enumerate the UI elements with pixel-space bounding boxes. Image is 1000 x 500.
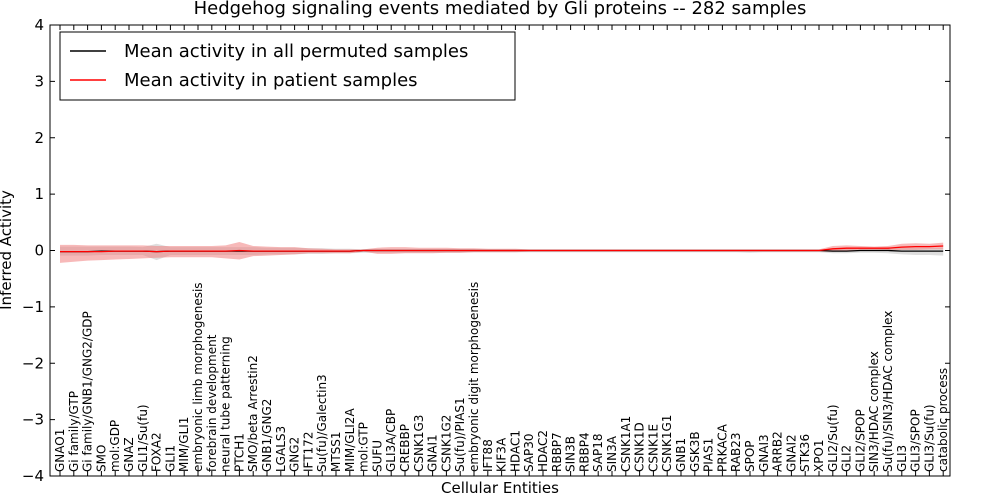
- confidence-bands: [60, 242, 944, 263]
- x-tick-label: SAP18: [591, 433, 605, 472]
- y-tick-label: −4: [22, 467, 44, 485]
- x-tick-label: mol:GDP: [108, 420, 122, 472]
- band-patient: [60, 242, 944, 263]
- x-tick-label: ARRB2: [771, 431, 785, 472]
- x-tick-label: SUFU: [370, 440, 384, 472]
- x-tick-label: SIN3B: [564, 436, 578, 472]
- y-axis-label: Inferred Activity: [0, 190, 15, 310]
- x-tick-label: GLI2: [840, 445, 854, 472]
- x-tick-label: catabolic process: [936, 368, 950, 472]
- x-tick-label: IFT172: [301, 432, 315, 472]
- x-tick-label: MIM/GLI1: [177, 417, 191, 472]
- y-tick-label: −1: [22, 298, 44, 316]
- legend: Mean activity in all permuted samples Me…: [59, 31, 516, 101]
- x-tick-label: SIN3A: [605, 435, 619, 472]
- x-tick-label: CSNK1G1: [660, 415, 674, 472]
- x-axis-label: Cellular Entities: [441, 479, 559, 497]
- x-tick-label: HDAC1: [508, 430, 522, 472]
- x-tick-label: Gi family/GNB1/GNG2/GDP: [81, 311, 95, 472]
- x-tick-label: SIN3/HDAC complex: [867, 351, 881, 472]
- x-tick-label: CSNK1D: [633, 422, 647, 472]
- x-tick-label: mol:GTP: [357, 422, 371, 472]
- x-tick-label: GNB1: [674, 438, 688, 472]
- x-tick-label: Su(fu)/SIN3/HDAC complex: [881, 311, 895, 472]
- x-tick-label: GLI2/SPOP: [853, 409, 867, 472]
- x-tick-label: PIAS1: [702, 438, 716, 472]
- x-tick-label: MIM/GLI2A: [343, 408, 357, 472]
- y-tick-label: 0: [34, 242, 44, 260]
- x-tick-label: CSNK1E: [646, 424, 660, 472]
- y-tick-label: 2: [34, 129, 44, 147]
- series-lines: [60, 245, 944, 253]
- y-tick-label: 3: [34, 72, 44, 90]
- x-tick-label: GLI3: [895, 445, 909, 472]
- x-tick-label: XPO1: [812, 439, 826, 472]
- chart-title: Hedgehog signaling events mediated by Gl…: [194, 0, 807, 19]
- x-tick-label: GLI3/Su(fu): [922, 404, 936, 472]
- x-tick-label: RBBP7: [550, 432, 564, 472]
- x-tick-label: CSNK1G2: [439, 415, 453, 472]
- x-tick-label: PTCH1: [232, 433, 246, 472]
- x-tick-label: RBBP4: [577, 432, 591, 472]
- x-tick-label: neural tube patterning: [219, 336, 233, 472]
- x-tick-label: STK36: [798, 434, 812, 472]
- x-tick-label: CSNK1A1: [619, 416, 633, 472]
- y-axis: 4 3 2 1 0 −1 −2 −3 −4: [22, 16, 950, 485]
- x-tick-label: GNAI3: [757, 434, 771, 472]
- x-tick-label: LGALS3: [274, 426, 288, 472]
- x-tick-label: CREBBP: [398, 424, 412, 472]
- x-tick-label: PRKACA: [715, 423, 729, 472]
- x-axis: GNAO1 Gi family/GTP Gi family/GNB1/GNG2/GD…: [53, 25, 950, 476]
- x-tick-label: GLI1: [163, 445, 177, 472]
- x-tick-label: GLI3A/CBP: [384, 409, 398, 472]
- legend-label-patient: Mean activity in patient samples: [124, 70, 418, 91]
- x-tick-label: FOXA2: [150, 432, 164, 472]
- x-tick-label: GNAI2: [784, 434, 798, 472]
- x-tick-label: SAP30: [522, 433, 536, 472]
- legend-label-permuted: Mean activity in all permuted samples: [124, 41, 468, 62]
- x-tick-label: Su(fu)/PIAS1: [453, 397, 467, 472]
- y-tick-label: 4: [34, 16, 44, 34]
- x-tick-label: GNAZ: [122, 437, 136, 472]
- x-tick-label: KIF3A: [495, 437, 509, 472]
- legend-box: [59, 31, 516, 101]
- x-tick-label: embryonic limb morphogenesis: [191, 282, 205, 472]
- x-tick-label: GSK3B: [688, 431, 702, 472]
- x-tick-label: MTSS1: [329, 431, 343, 472]
- x-tick-label: GNAO1: [53, 429, 67, 472]
- x-tick-label: GLI3/SPOP: [909, 409, 923, 472]
- x-tick-label: SPOP: [743, 440, 757, 472]
- y-tick-label: −2: [22, 354, 44, 372]
- x-tick-label: IFT88: [481, 439, 495, 472]
- x-tick-label: GNAI1: [426, 434, 440, 472]
- x-tick-label: embryonic digit morphogenesis: [467, 282, 481, 472]
- x-tick-label: GNG2: [288, 437, 302, 472]
- y-tick-label: 1: [34, 185, 44, 203]
- x-tick-label: Gi family/GTP: [67, 391, 81, 472]
- x-tick-label: forebrain development: [205, 334, 219, 472]
- x-tick-label: GLI1/Su(fu): [136, 404, 150, 472]
- x-tick-label: RAB23: [729, 432, 743, 472]
- x-tick-label: SMO: [94, 445, 108, 472]
- x-tick-label: GNB1/GNG2: [260, 399, 274, 472]
- x-tick-label: GLI2/Su(fu): [826, 404, 840, 472]
- x-tick-label: Su(fu)/Galectin3: [315, 374, 329, 472]
- x-tick-label: CSNK1G3: [412, 415, 426, 472]
- x-tick-label: SMO/beta Arrestin2: [246, 355, 260, 472]
- series-line-patient: [60, 245, 944, 253]
- x-tick-label: HDAC2: [536, 430, 550, 472]
- y-tick-label: −3: [22, 411, 44, 429]
